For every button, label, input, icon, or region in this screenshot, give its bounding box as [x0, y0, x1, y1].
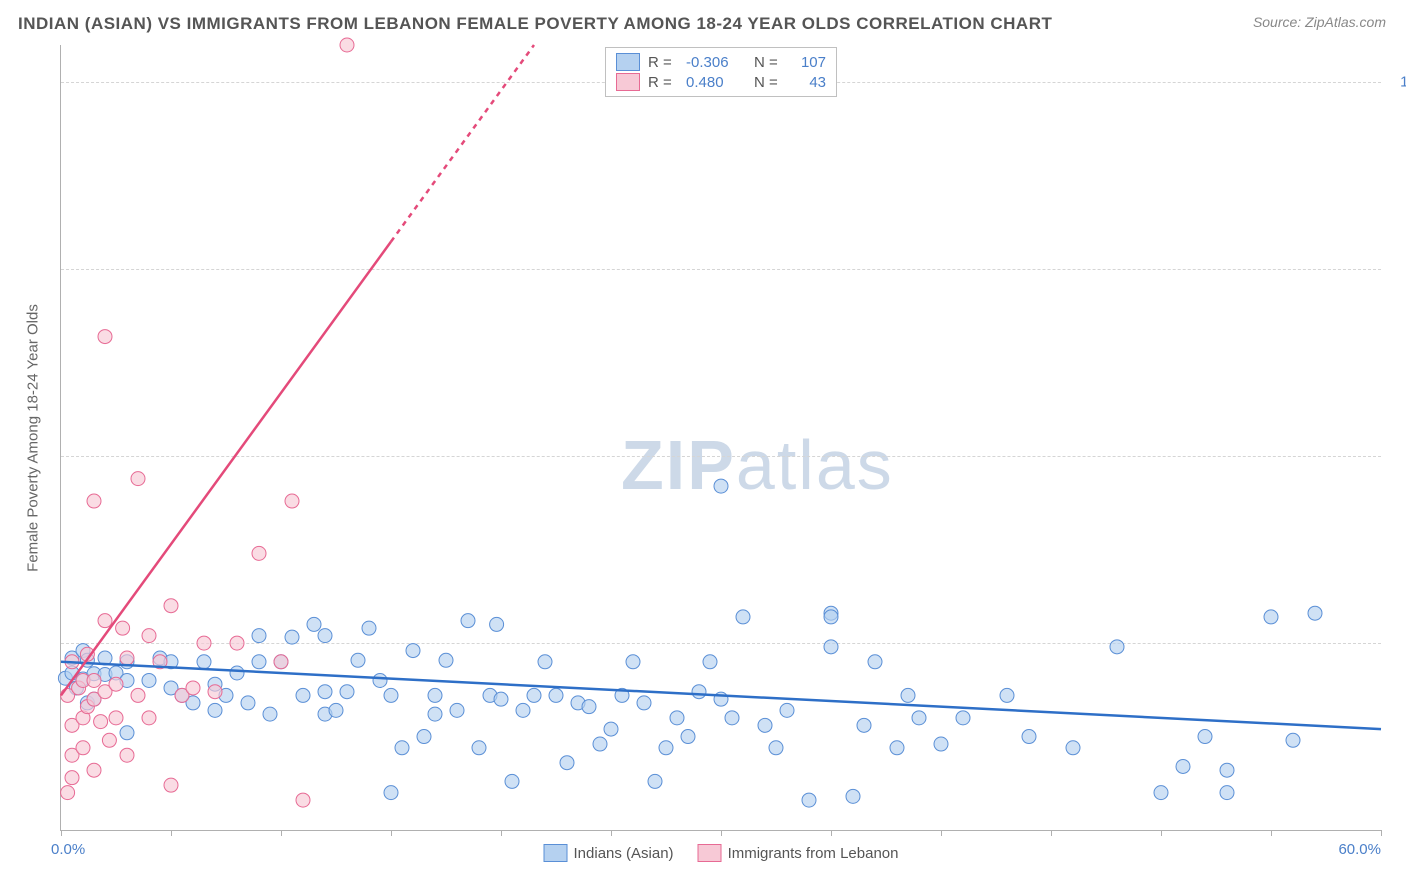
bottom-legend: Indians (Asian) Immigrants from Lebanon — [544, 844, 899, 862]
legend-n-label: N = — [754, 54, 782, 71]
legend-n-label: N = — [754, 74, 782, 91]
legend-r-label: R = — [648, 54, 678, 71]
y-axis-label: Female Poverty Among 18-24 Year Olds — [25, 304, 42, 572]
bottom-legend-item-0: Indians (Asian) — [544, 844, 674, 862]
legend-row-0: R = -0.306 N = 107 — [616, 52, 826, 72]
legend-n-value: 107 — [790, 54, 826, 71]
legend-swatch-icon — [616, 53, 640, 71]
legend-swatch-icon — [544, 844, 568, 862]
legend-swatch-icon — [616, 73, 640, 91]
x-min-label: 0.0% — [51, 841, 85, 858]
bottom-legend-item-1: Immigrants from Lebanon — [698, 844, 899, 862]
scatter-plot — [61, 45, 1381, 830]
source-text: Source: ZipAtlas.com — [1253, 14, 1386, 30]
chart-area: Female Poverty Among 18-24 Year Olds ZIP… — [60, 45, 1381, 831]
legend-row-1: R = 0.480 N = 43 — [616, 72, 826, 92]
y-tick-label: 100.0% — [1400, 74, 1406, 91]
legend-label: Immigrants from Lebanon — [728, 845, 899, 862]
legend-swatch-icon — [698, 844, 722, 862]
legend-r-value: -0.306 — [686, 54, 746, 71]
chart-title: INDIAN (ASIAN) VS IMMIGRANTS FROM LEBANO… — [18, 14, 1052, 34]
legend-n-value: 43 — [790, 74, 826, 91]
correlation-legend: R = -0.306 N = 107 R = 0.480 N = 43 — [605, 47, 837, 97]
legend-r-label: R = — [648, 74, 678, 91]
x-max-label: 60.0% — [1338, 841, 1381, 858]
legend-r-value: 0.480 — [686, 74, 746, 91]
legend-label: Indians (Asian) — [574, 845, 674, 862]
